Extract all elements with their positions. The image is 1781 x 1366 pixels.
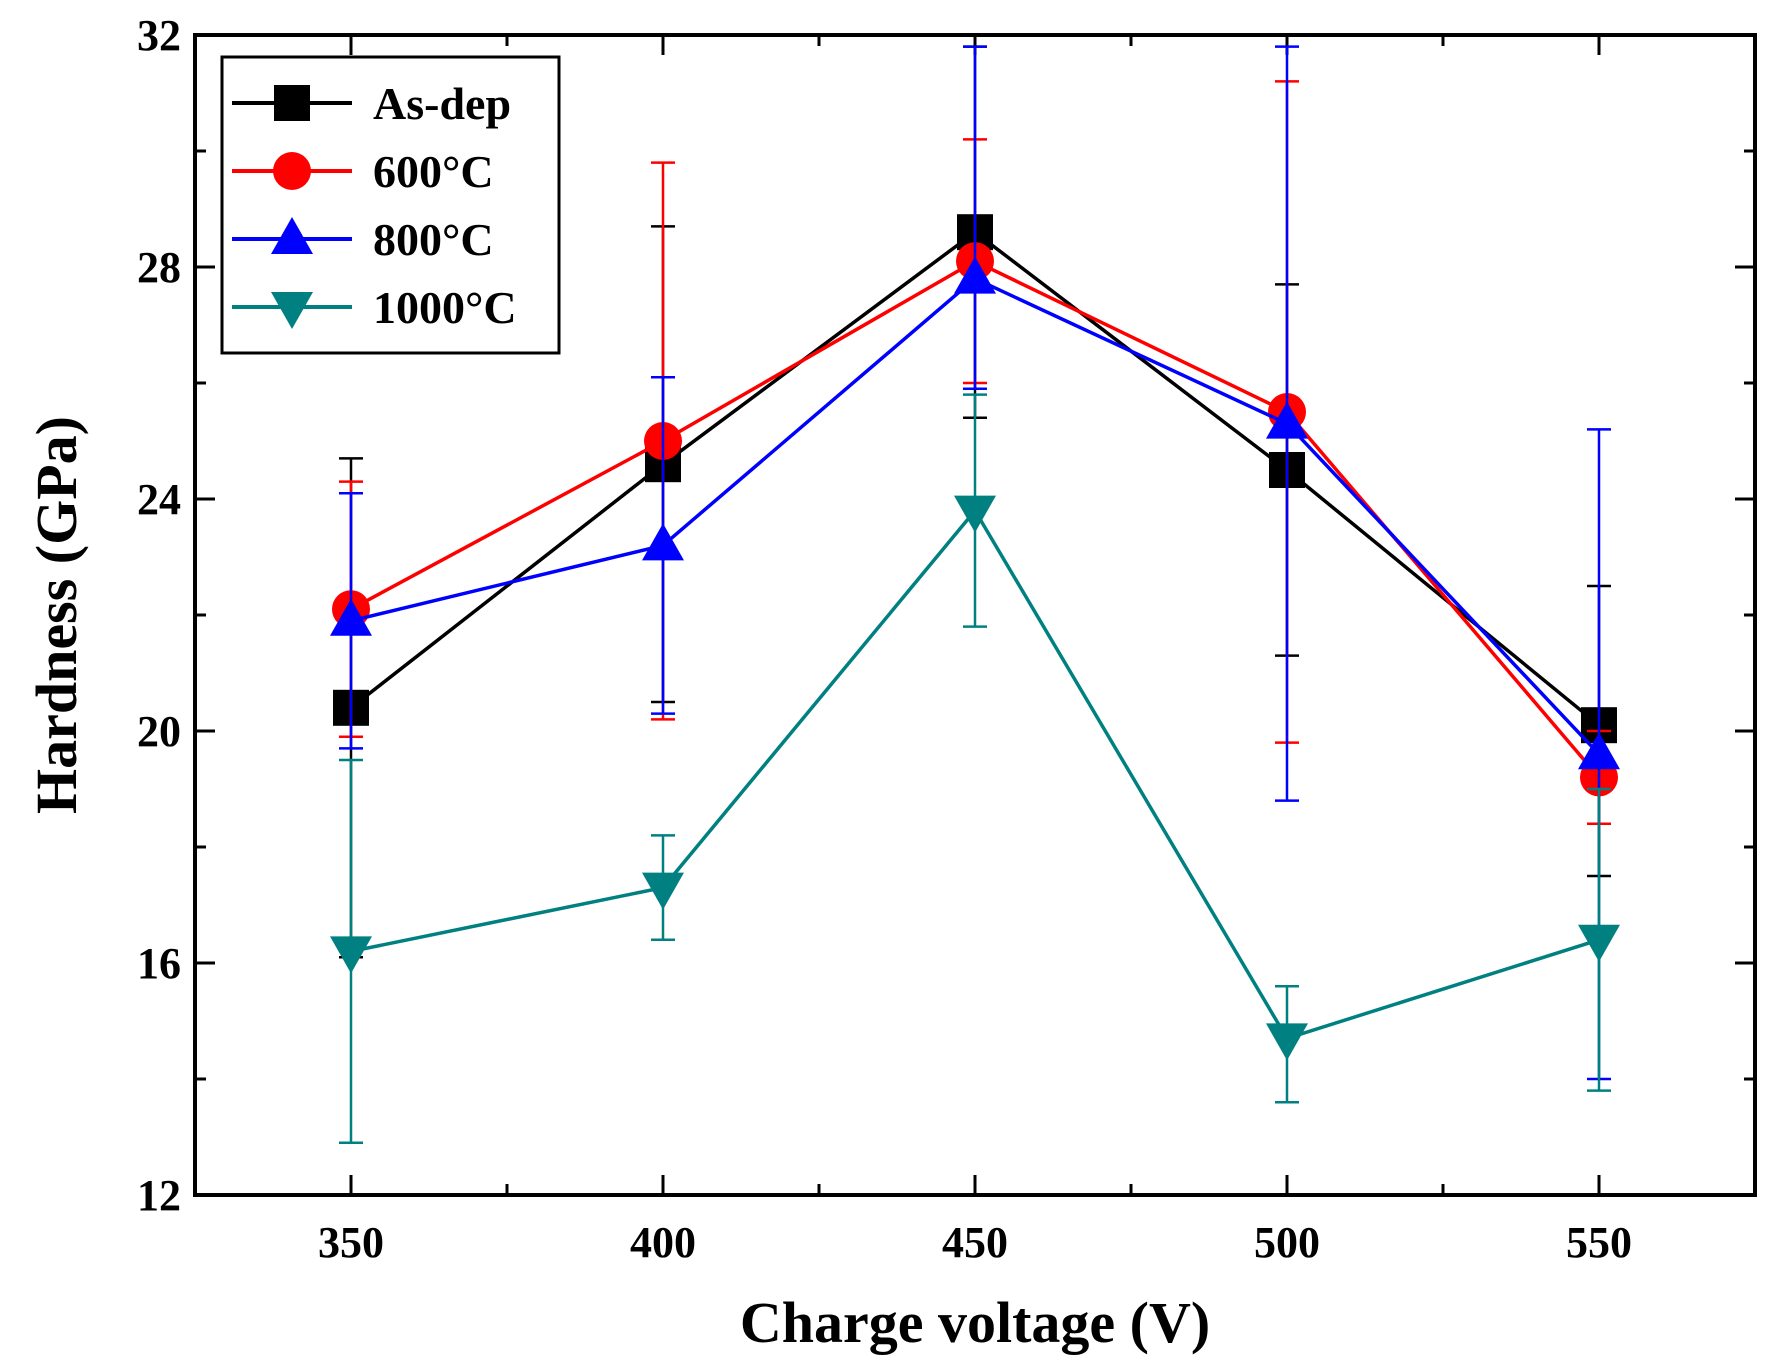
data-point (1578, 732, 1620, 770)
x-tick-label: 500 (1254, 1218, 1320, 1267)
data-point (330, 598, 372, 636)
x-tick-label: 450 (942, 1218, 1008, 1267)
series-1000-c (330, 393, 1620, 1145)
y-tick-label: 28 (137, 243, 181, 292)
legend-marker (271, 217, 313, 254)
y-axis-ticks: 12 16 20 24 28 32 (137, 11, 1755, 1220)
x-tick-label: 350 (318, 1218, 384, 1267)
legend-label: 800°C (373, 214, 494, 265)
legend-marker (271, 292, 313, 329)
data-point (330, 936, 372, 974)
legend-label: 1000°C (373, 282, 517, 333)
legend-marker (274, 85, 310, 121)
legend: As-dep 600°C 800°C 1000°C (220, 55, 561, 355)
y-tick-label: 24 (137, 475, 181, 524)
data-point (954, 495, 996, 533)
data-point (1578, 924, 1620, 962)
y-tick-label: 20 (137, 707, 181, 756)
y-axis-title: Hardness (GPa) (24, 416, 89, 814)
legend-entries: As-dep 600°C 800°C 1000°C (232, 78, 517, 333)
x-axis-ticks: 350 400 450 500 550 (318, 35, 1632, 1267)
legend-label: 600°C (373, 146, 494, 197)
data-point (1266, 401, 1308, 439)
y-tick-label: 12 (137, 1171, 181, 1220)
legend-marker (273, 152, 311, 190)
x-tick-label: 550 (1566, 1218, 1632, 1267)
legend-label: As-dep (373, 78, 511, 129)
y-tick-label: 32 (137, 11, 181, 60)
x-tick-label: 400 (630, 1218, 696, 1267)
y-tick-label: 16 (137, 939, 181, 988)
data-point (642, 872, 684, 910)
series-layer (330, 45, 1620, 1145)
x-axis-title: Charge voltage (V) (740, 1290, 1210, 1355)
data-point (954, 256, 996, 294)
data-point (642, 523, 684, 561)
data-point (1266, 1023, 1308, 1061)
